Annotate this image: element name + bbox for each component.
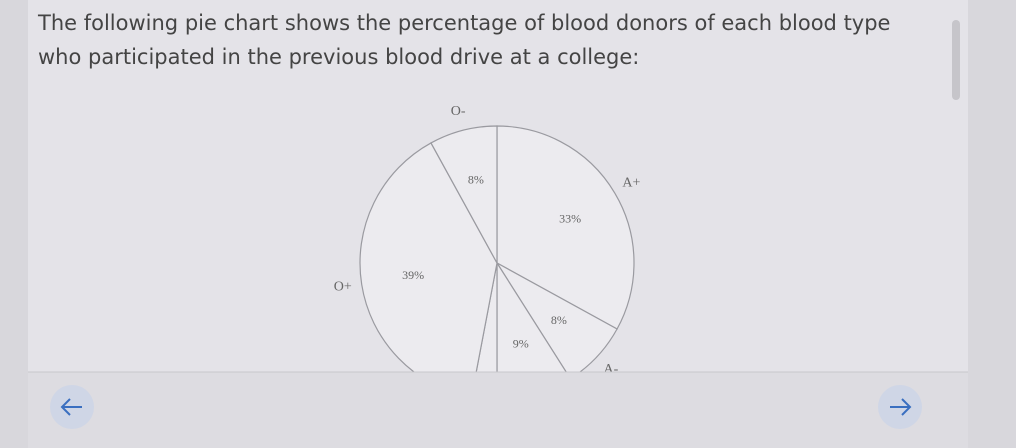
- back-arrow: [60, 398, 82, 416]
- next-arrow: [890, 398, 912, 416]
- category-label: O-: [451, 104, 466, 119]
- value-label: 8%: [468, 172, 484, 186]
- value-label: 39%: [402, 268, 424, 282]
- nav-bar: [28, 372, 968, 448]
- scrollbar: [952, 20, 960, 100]
- pie-slice: [496, 125, 635, 330]
- pie-slice: [359, 142, 498, 372]
- pie-slice: [496, 260, 567, 372]
- pie-slice: [496, 262, 618, 372]
- value-label: 8%: [551, 313, 567, 327]
- question-text: The following pie chart shows the percen…: [38, 11, 891, 69]
- category-label: A-: [603, 362, 618, 377]
- value-label: 9%: [513, 336, 529, 350]
- category-label: A+: [622, 176, 640, 191]
- value-label: 33%: [559, 212, 581, 226]
- category-label: O+: [334, 280, 352, 295]
- pie-slice: [430, 125, 498, 264]
- pie-chart: 33% A+ 8% A- 9% 39% O+ 8% O-: [334, 104, 641, 377]
